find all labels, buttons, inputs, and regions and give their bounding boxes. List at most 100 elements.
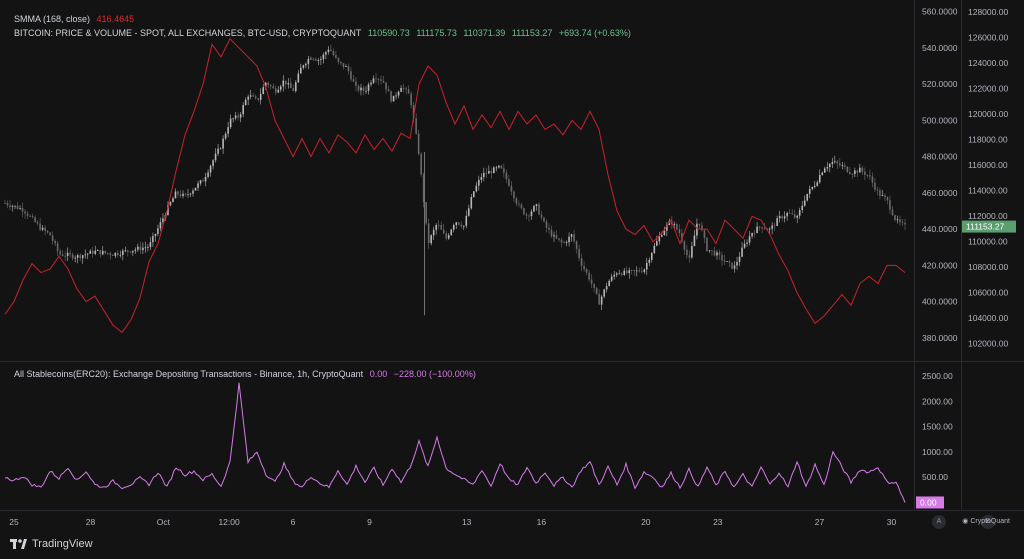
auto-scale-button[interactable]: A [932, 515, 946, 529]
candle-body [194, 187, 197, 191]
candle-body [204, 176, 207, 182]
time-axis-tick: 9 [367, 517, 372, 527]
candle-body [844, 165, 846, 167]
candle-body [673, 223, 676, 225]
candle-body [600, 296, 603, 305]
candle-body [234, 115, 237, 119]
candle-body [523, 208, 525, 215]
candle-body [420, 153, 422, 175]
candle-body [4, 203, 6, 204]
candle-body [656, 241, 658, 246]
candle-body [598, 294, 600, 305]
candle-body [132, 250, 134, 253]
candle-body [585, 269, 588, 273]
candle-body [447, 235, 450, 239]
candle-body [410, 93, 412, 106]
candle-body [753, 232, 756, 234]
candle-body [661, 235, 663, 237]
candle-body [320, 59, 322, 61]
price-axis-tick: 108000.00 [968, 262, 1008, 272]
candle-body [693, 235, 696, 247]
candle-body [29, 215, 31, 217]
candle-body [711, 250, 713, 252]
candle-body [312, 58, 315, 60]
candle-body [277, 89, 280, 93]
candle-body [184, 193, 187, 195]
candle-body [24, 211, 26, 214]
candle-body [625, 270, 628, 274]
candle-body [568, 236, 570, 243]
candle-body [746, 242, 748, 244]
candle-body [563, 242, 565, 244]
lower-axis-tick: 2000.00 [922, 396, 953, 406]
candle-body [490, 171, 493, 174]
candle-body [76, 255, 79, 258]
ohlc-close: 111153.27 [511, 28, 553, 38]
candle-body [340, 61, 342, 64]
candle-body [279, 86, 282, 90]
candle-body [475, 185, 478, 192]
candle-body [96, 250, 99, 251]
candle-body [442, 229, 445, 234]
candle-body [284, 80, 287, 85]
smma-axis-tick: 480.0000 [922, 152, 958, 162]
price-axis-tick: 118000.00 [968, 134, 1008, 144]
candle-body [89, 250, 92, 254]
candle-body [101, 250, 104, 255]
candle-body [355, 81, 357, 86]
candle-body [828, 163, 831, 168]
candle-body [392, 95, 395, 102]
ohlc-open: 110590.73 [367, 28, 410, 38]
candle-body [776, 218, 778, 226]
candle-body [450, 229, 453, 236]
lower-axis-tick: 1500.00 [922, 422, 953, 432]
candle-body [518, 203, 520, 205]
candle-body [36, 222, 39, 224]
candle-body [570, 234, 573, 237]
time-axis-tick: 6 [291, 517, 296, 527]
candle-body [362, 87, 365, 91]
candle-body [440, 225, 443, 230]
candle-body [605, 286, 608, 290]
candle-body [538, 204, 540, 215]
candle-body [698, 223, 701, 226]
price-axis-tick: 120000.00 [968, 109, 1008, 119]
candle-body [758, 226, 761, 228]
candle-body [889, 200, 891, 210]
lower-value-tag-label: 0.00 [920, 497, 937, 507]
candle-body [149, 242, 152, 248]
lower-header: All Stablecoins(ERC20): Exchange Deposit… [14, 368, 480, 380]
candle-body [425, 202, 427, 224]
candle-body [26, 213, 29, 216]
smma-axis-tick: 400.0000 [922, 297, 958, 307]
candle-body [768, 228, 771, 230]
candle-body [801, 205, 804, 211]
time-axis-tick: 23 [713, 517, 723, 527]
time-axis-tick: 16 [537, 517, 547, 527]
candle-body [666, 224, 668, 231]
candle-body [387, 89, 390, 92]
candle-body [41, 227, 44, 230]
candle-body [257, 98, 260, 100]
candle-body [342, 63, 345, 67]
candle-body [467, 208, 470, 216]
stablecoin-line [4, 382, 906, 503]
candle-body [385, 82, 387, 90]
tradingview-logo[interactable]: TradingView [10, 538, 93, 550]
candle-body [372, 78, 375, 83]
candle-body [247, 96, 249, 100]
candle-body [520, 204, 523, 209]
candle-body [267, 82, 270, 86]
symbol-header: BITCOIN: PRICE & VOLUME - SPOT, ALL EXCH… [14, 27, 635, 39]
candle-body [61, 254, 64, 256]
candle-body [678, 229, 681, 234]
candle-body [884, 195, 886, 198]
candle-body [896, 219, 899, 221]
candle-body [871, 176, 874, 183]
candle-body [207, 172, 209, 177]
log-scale-button[interactable]: B [981, 515, 995, 529]
price-axis-tick: 122000.00 [968, 83, 1008, 93]
candle-body [147, 247, 149, 248]
price-axis-tick: 116000.00 [968, 160, 1008, 170]
candle-body [332, 50, 335, 56]
